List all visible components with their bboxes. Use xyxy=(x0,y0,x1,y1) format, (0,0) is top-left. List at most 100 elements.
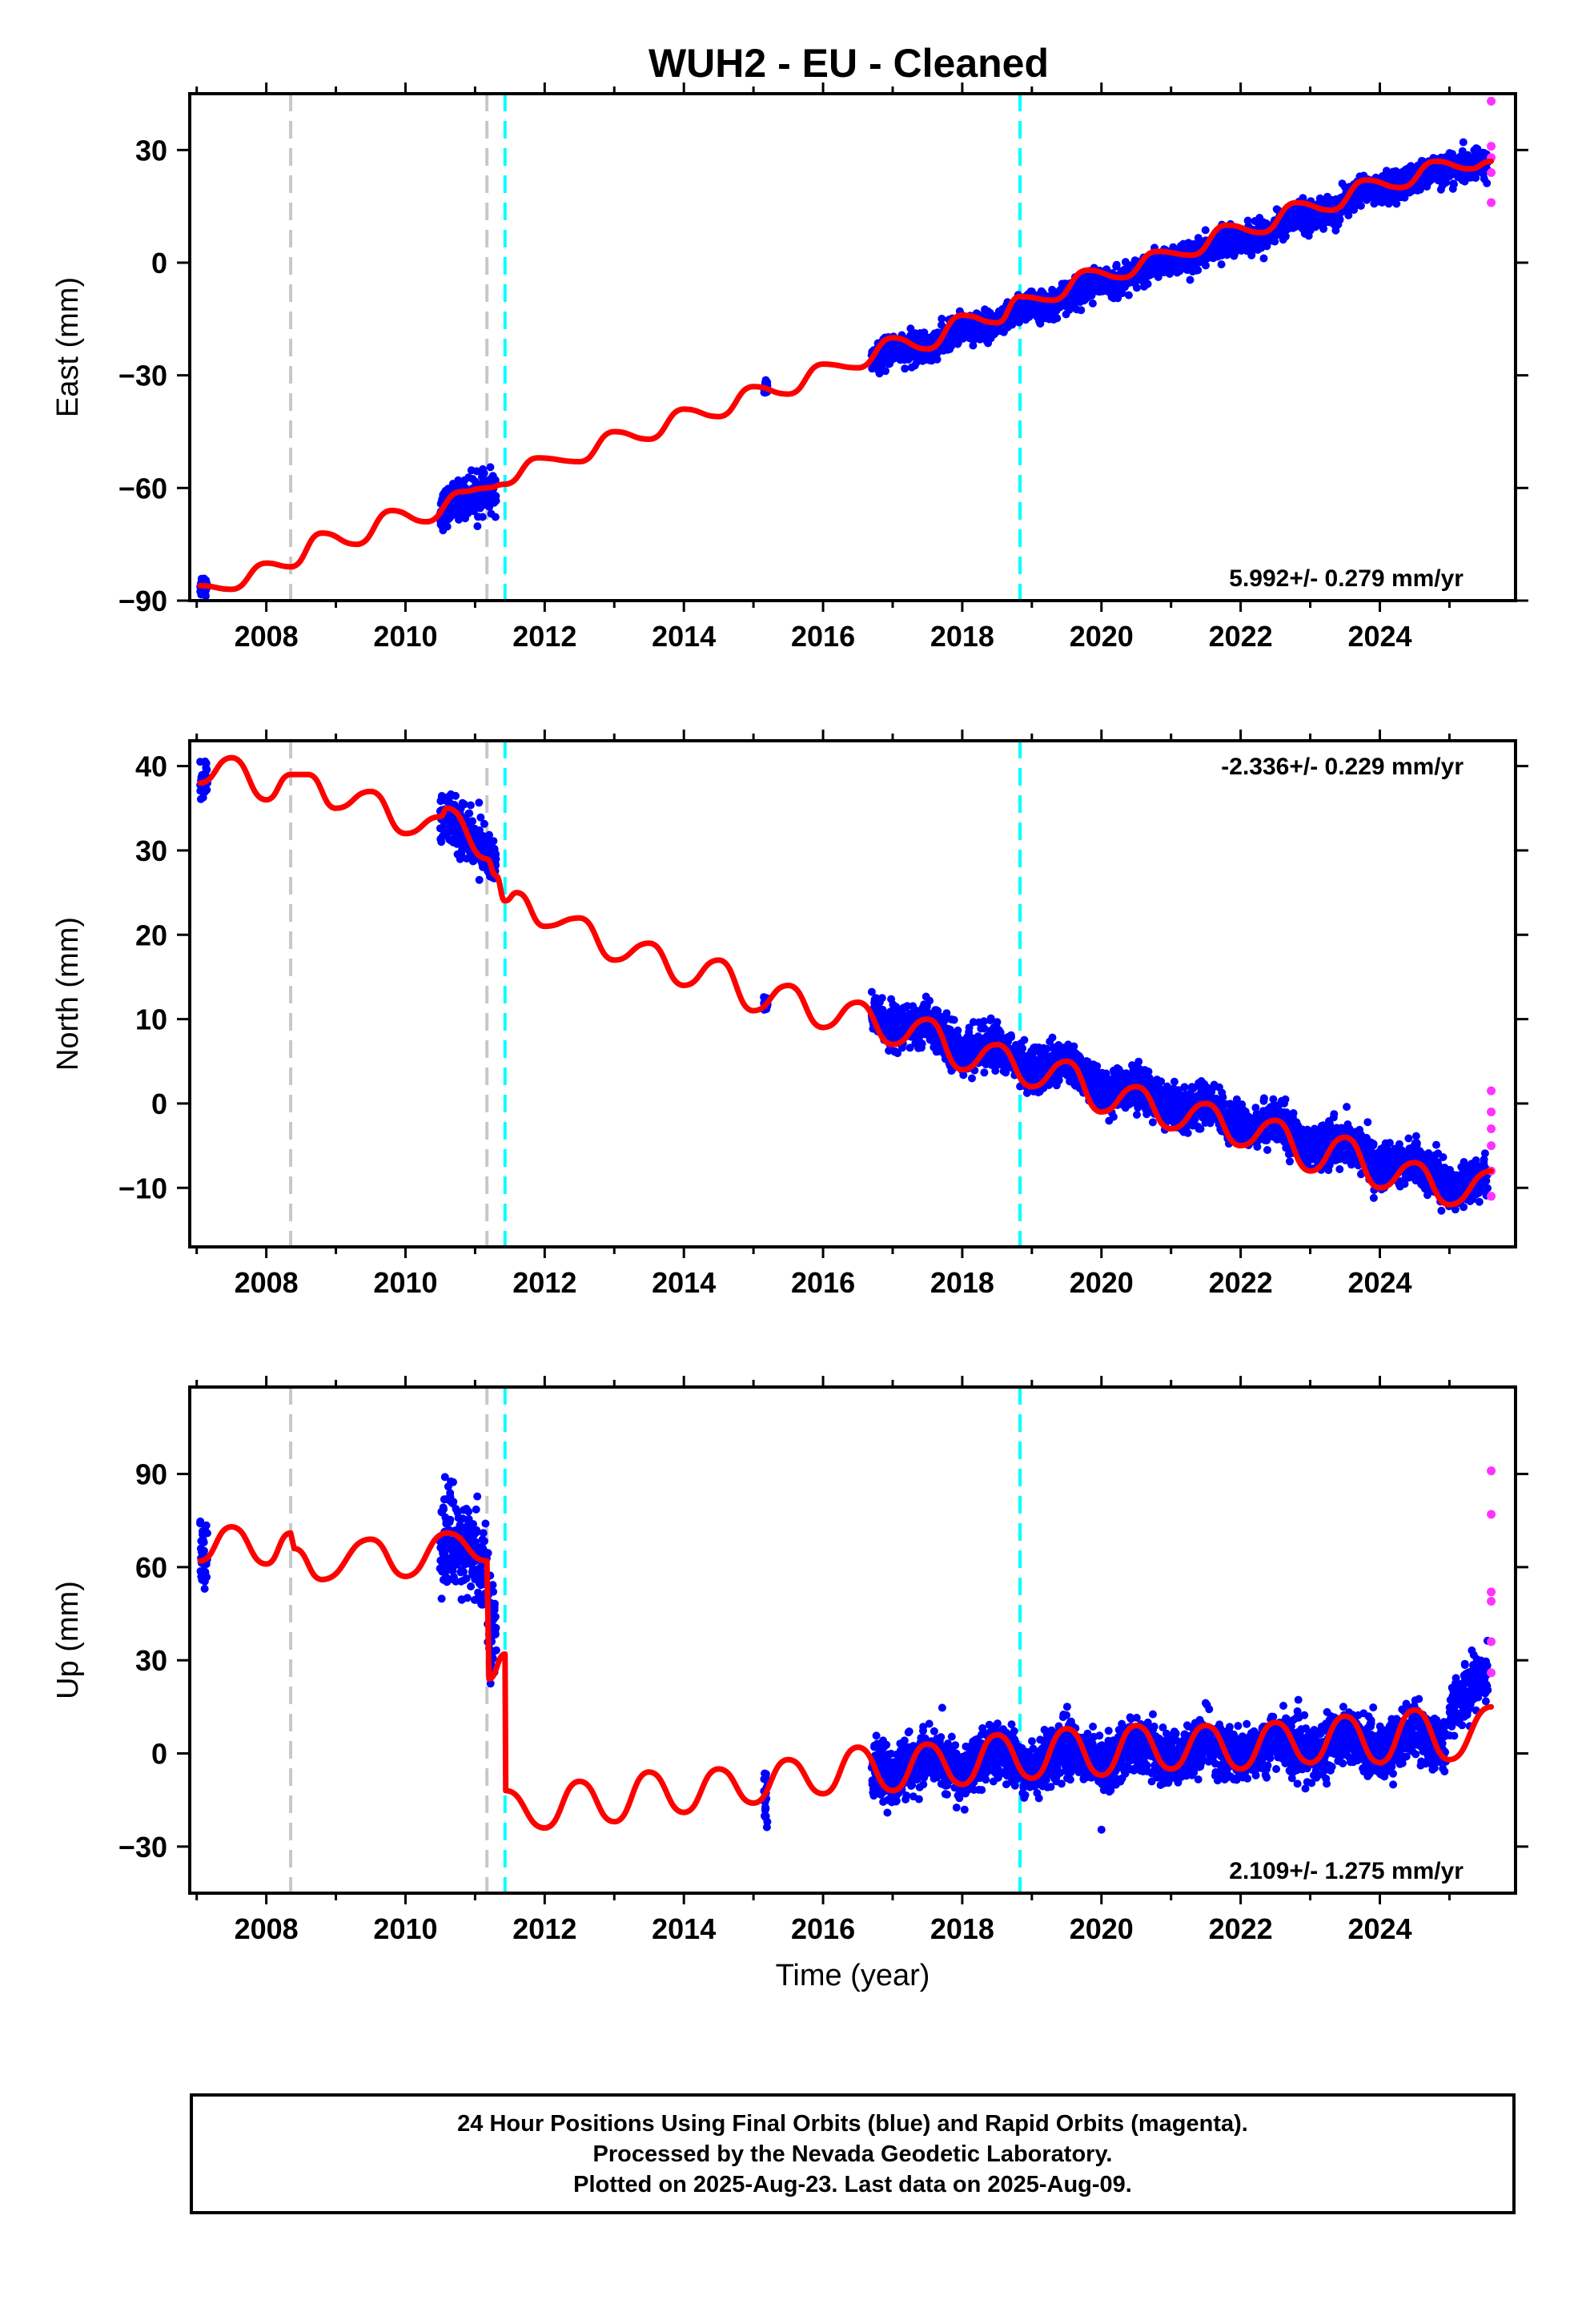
x-tick-label: 2022 xyxy=(1209,620,1273,653)
final-orbit-point xyxy=(1459,138,1468,147)
final-orbit-point xyxy=(917,1039,926,1048)
final-orbit-point xyxy=(1133,283,1141,292)
final-orbit-point xyxy=(1186,275,1195,284)
final-orbit-point xyxy=(468,817,477,826)
rapid-orbit-point xyxy=(1487,96,1496,106)
final-orbit-point xyxy=(1201,226,1210,235)
final-orbit-point xyxy=(933,355,942,364)
final-orbit-point xyxy=(1335,215,1344,224)
final-orbit-point xyxy=(1281,232,1290,241)
final-orbit-point xyxy=(473,522,482,531)
final-orbit-point xyxy=(202,759,211,768)
final-orbit-point xyxy=(1112,260,1121,269)
final-orbit-point xyxy=(1088,299,1097,308)
final-orbit-point xyxy=(1315,194,1324,203)
final-orbit-point xyxy=(491,513,500,521)
final-orbit-point xyxy=(1356,202,1365,210)
final-orbit-point xyxy=(993,1018,1002,1027)
x-tick-label: 2014 xyxy=(652,620,716,653)
final-orbit-point xyxy=(203,786,211,794)
x-tick-label: 2010 xyxy=(373,620,437,653)
north-panel: 2008 2010 2012 2014 2016 2018 2020 2022 2024−100… xyxy=(51,730,1528,1299)
final-orbit-point xyxy=(1217,260,1226,269)
final-orbit-point xyxy=(954,1026,962,1035)
y-tick-label: −30 xyxy=(118,360,167,392)
final-orbit-point xyxy=(901,364,909,373)
final-orbit-point xyxy=(480,819,488,828)
final-orbit-point xyxy=(478,513,487,521)
final-orbit-point xyxy=(203,766,211,774)
final-orbit-point xyxy=(922,1003,931,1011)
east-y-axis-label: East (mm) xyxy=(51,277,85,417)
final-orbit-point xyxy=(1392,199,1401,208)
final-orbit-point xyxy=(1271,237,1279,246)
final-orbit-point xyxy=(980,1068,989,1077)
east-model-curve xyxy=(197,158,1495,593)
final-orbit-point xyxy=(443,522,452,531)
final-orbit-point xyxy=(489,837,498,846)
rapid-orbit-point xyxy=(1487,198,1496,207)
east-plot-area xyxy=(196,94,1496,601)
final-orbit-point xyxy=(1194,266,1203,275)
final-orbit-point xyxy=(1202,261,1210,270)
final-orbit-point xyxy=(968,1074,976,1083)
x-tick-label: 2016 xyxy=(791,620,855,653)
final-orbit-point xyxy=(486,463,495,472)
east-plot-frame xyxy=(188,92,1517,602)
final-orbit-point xyxy=(1319,224,1328,233)
final-orbit-point xyxy=(1018,1044,1027,1053)
final-orbit-point xyxy=(1053,314,1062,323)
final-orbit-point xyxy=(480,468,488,477)
final-orbit-point xyxy=(475,798,484,807)
final-orbit-point xyxy=(1020,1035,1029,1044)
final-orbit-point xyxy=(947,342,955,351)
final-orbit-point xyxy=(485,830,493,839)
final-orbit-point xyxy=(1344,211,1353,219)
final-orbit-point xyxy=(867,987,876,996)
final-orbit-point xyxy=(202,592,210,601)
final-orbit-point xyxy=(1483,179,1492,187)
final-orbit-point xyxy=(938,315,946,323)
final-orbit-point xyxy=(452,791,460,800)
y-tick-label: 30 xyxy=(135,134,167,167)
x-tick-label: 2024 xyxy=(1347,620,1411,653)
final-orbit-point xyxy=(1124,291,1133,300)
final-orbit-point xyxy=(1118,289,1126,298)
y-tick-label: −60 xyxy=(118,472,167,505)
final-orbit-point xyxy=(926,996,934,1005)
final-orbit-point xyxy=(903,1002,912,1011)
final-orbit-point xyxy=(905,1043,914,1052)
final-orbit-point xyxy=(1259,254,1268,263)
x-tick-label: 2018 xyxy=(930,620,994,653)
y-tick-label: −90 xyxy=(118,585,167,617)
final-orbit-point xyxy=(1006,1031,1015,1039)
x-tick-label: 2020 xyxy=(1070,620,1134,653)
final-orbit-point xyxy=(465,809,474,818)
north-plot-area xyxy=(196,741,1496,1247)
x-tick-label: 2008 xyxy=(235,620,299,653)
final-orbit-point xyxy=(492,497,500,505)
rapid-orbit-point xyxy=(1487,167,1496,177)
final-orbit-point xyxy=(460,800,468,809)
east-rate-label: 5.992+/- 0.279 mm/yr xyxy=(1229,565,1464,592)
north-final-orbit-points xyxy=(196,757,1492,1215)
final-orbit-point xyxy=(1154,273,1162,281)
final-orbit-point xyxy=(476,813,485,822)
final-orbit-point xyxy=(1077,306,1086,315)
rapid-orbit-point xyxy=(1487,142,1496,151)
final-orbit-point xyxy=(893,1049,902,1058)
final-orbit-point xyxy=(492,854,500,863)
x-tick-label: 2012 xyxy=(512,620,576,653)
final-orbit-point xyxy=(881,367,889,376)
chart-title: WUH2 - EU - Cleaned xyxy=(648,41,1049,86)
final-orbit-point xyxy=(466,801,475,810)
final-orbit-point xyxy=(1048,1033,1057,1042)
final-orbit-point xyxy=(475,875,484,884)
final-orbit-point xyxy=(950,1015,958,1024)
final-orbit-point xyxy=(1143,279,1152,288)
final-orbit-point xyxy=(1382,167,1391,175)
east-panel: 2008 2010 2012 2014 2016 2018 2020 2022 2024 −90 −… xyxy=(51,82,1528,653)
final-orbit-point xyxy=(1450,180,1458,188)
final-orbit-point xyxy=(1472,174,1480,183)
